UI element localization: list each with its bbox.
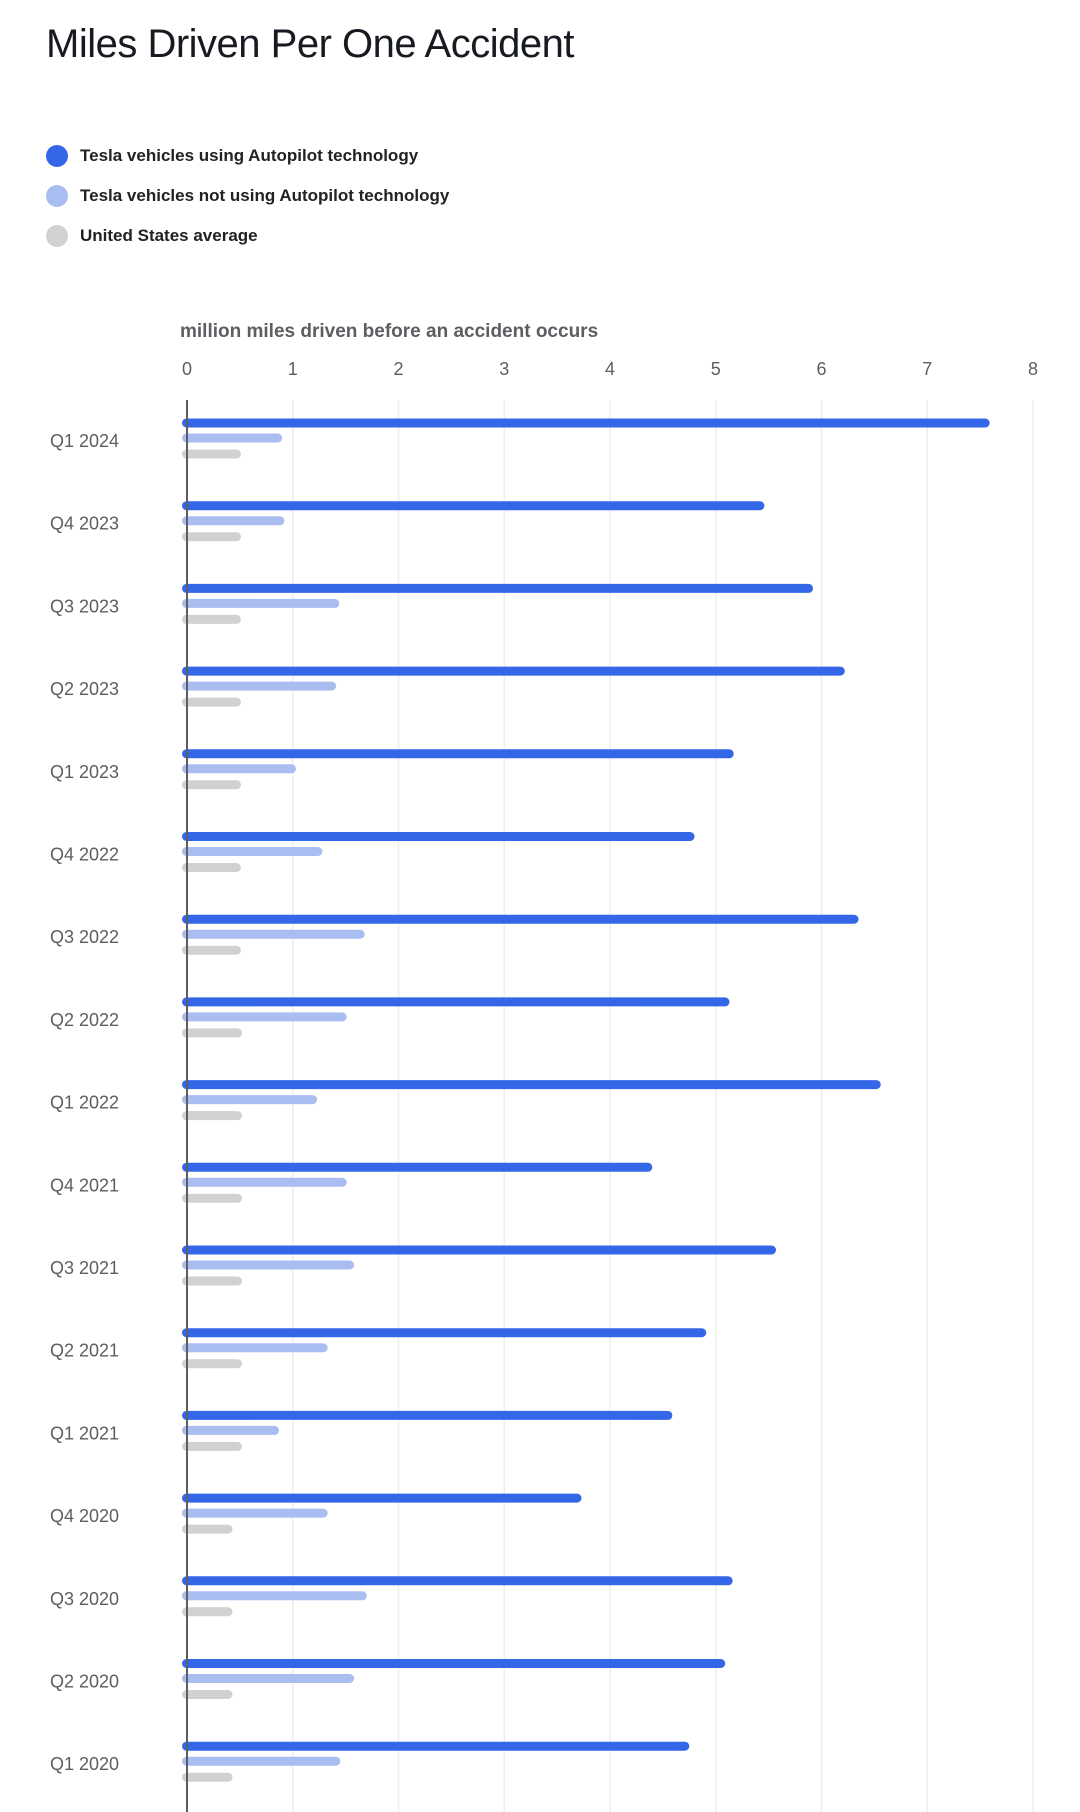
x-tick-label: 4 — [605, 359, 615, 379]
bar-us-average — [182, 780, 241, 790]
bar-no-autopilot — [182, 929, 365, 939]
bar-autopilot — [182, 666, 845, 676]
bar-autopilot — [182, 1245, 777, 1255]
bar-autopilot — [182, 1162, 653, 1172]
bar-us-average — [182, 1276, 242, 1286]
legend-dot-icon — [46, 145, 68, 167]
bar-no-autopilot — [182, 847, 323, 856]
bar-us-average — [182, 1690, 233, 1699]
bar-us-average — [182, 1193, 242, 1203]
legend-dot-icon — [46, 225, 68, 247]
bar-no-autopilot — [182, 516, 285, 526]
bar-autopilot — [182, 418, 990, 428]
x-tick-label: 0 — [182, 359, 192, 379]
bar-autopilot — [182, 832, 695, 841]
y-tick-label: Q1 2024 — [50, 431, 119, 451]
bar-autopilot — [182, 583, 814, 593]
x-tick-label: 6 — [816, 359, 826, 379]
bar-no-autopilot — [182, 1095, 318, 1105]
bar-autopilot — [182, 749, 734, 759]
bar-us-average — [182, 532, 241, 542]
bar-us-average — [182, 1772, 233, 1782]
bar-no-autopilot — [182, 1756, 341, 1766]
bar-no-autopilot — [182, 1591, 367, 1601]
legend-item-us-average: United States average — [46, 216, 449, 256]
y-tick-label: Q3 2021 — [50, 1258, 119, 1278]
y-tick-label: Q1 2022 — [50, 1093, 119, 1113]
x-tick-label: 2 — [393, 359, 403, 379]
bar-autopilot — [182, 914, 859, 924]
y-tick-label: Q1 2021 — [50, 1423, 119, 1443]
bar-us-average — [182, 1607, 233, 1617]
bar-us-average — [182, 945, 241, 955]
bar-no-autopilot — [182, 1508, 328, 1518]
y-tick-label: Q3 2022 — [50, 927, 119, 947]
x-tick-label: 3 — [499, 359, 509, 379]
bar-no-autopilot — [182, 681, 337, 691]
bar-us-average — [182, 1028, 242, 1038]
bar-us-average — [182, 697, 241, 707]
bar-no-autopilot — [182, 598, 340, 608]
y-tick-label: Q4 2023 — [50, 514, 119, 534]
bar-autopilot — [182, 1741, 690, 1751]
y-tick-label: Q4 2021 — [50, 1175, 119, 1195]
x-tick-label: 7 — [922, 359, 932, 379]
bar-autopilot — [182, 1080, 881, 1090]
y-tick-label: Q3 2023 — [50, 596, 119, 616]
chart-title: Miles Driven Per One Accident — [46, 22, 574, 66]
bar-us-average — [182, 1524, 233, 1534]
x-tick-label: 1 — [288, 359, 298, 379]
y-tick-label: Q1 2023 — [50, 762, 119, 782]
bar-us-average — [182, 1111, 242, 1121]
bar-autopilot — [182, 997, 730, 1007]
x-axis-title: million miles driven before an accident … — [180, 321, 598, 342]
bar-no-autopilot — [182, 764, 296, 774]
y-tick-label: Q3 2020 — [50, 1589, 119, 1609]
bar-autopilot — [182, 1493, 582, 1503]
legend-item-autopilot: Tesla vehicles using Autopilot technolog… — [46, 136, 449, 176]
x-tick-label: 5 — [711, 359, 721, 379]
bar-no-autopilot — [182, 1012, 347, 1022]
bar-no-autopilot — [182, 1177, 347, 1187]
y-tick-label: Q2 2021 — [50, 1341, 119, 1361]
bar-us-average — [182, 614, 241, 624]
bar-us-average — [182, 863, 241, 872]
bar-no-autopilot — [182, 433, 283, 443]
bar-autopilot — [182, 1410, 673, 1420]
bar-no-autopilot — [182, 1260, 355, 1270]
y-tick-label: Q2 2023 — [50, 679, 119, 699]
bar-autopilot — [182, 1659, 726, 1668]
y-tick-label: Q1 2020 — [50, 1754, 119, 1774]
x-tick-label: 8 — [1028, 359, 1038, 379]
legend-dot-icon — [46, 185, 68, 207]
bar-us-average — [182, 449, 241, 459]
y-tick-label: Q4 2020 — [50, 1506, 119, 1526]
y-tick-label: Q2 2020 — [50, 1672, 119, 1692]
bar-autopilot — [182, 501, 765, 511]
bar-no-autopilot — [182, 1674, 355, 1683]
bar-no-autopilot — [182, 1425, 280, 1435]
bar-autopilot — [182, 1576, 733, 1586]
bar-no-autopilot — [182, 1343, 328, 1353]
y-tick-label: Q4 2022 — [50, 845, 119, 865]
bar-us-average — [182, 1441, 242, 1451]
y-tick-label: Q2 2022 — [50, 1010, 119, 1030]
bar-us-average — [182, 1359, 242, 1369]
legend: Tesla vehicles using Autopilot technolog… — [46, 136, 449, 256]
bar-autopilot — [182, 1328, 707, 1338]
legend-item-no-autopilot: Tesla vehicles not using Autopilot techn… — [46, 176, 449, 216]
